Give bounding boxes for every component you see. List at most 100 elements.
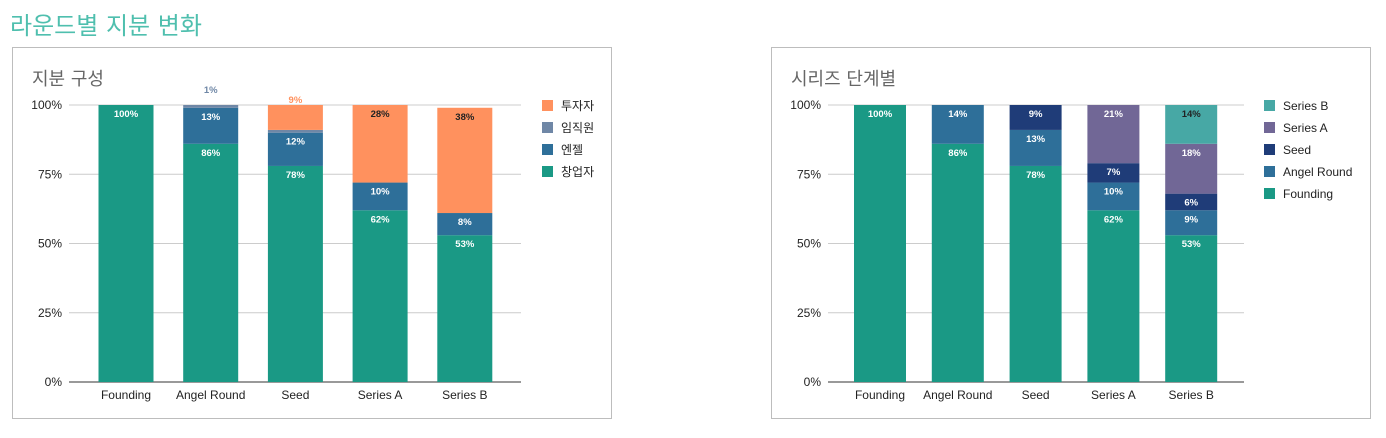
legend-swatch [1264,188,1275,199]
y-tick-label: 75% [797,167,821,181]
legend-swatch [1264,166,1275,177]
legend-swatch [542,122,553,133]
chart-title: 지분 구성 [32,69,104,90]
legend-label: 엔젤 [561,143,583,157]
bar-segment [1087,210,1140,382]
data-label: 9% [289,95,303,106]
y-tick-label: 100% [790,98,821,112]
data-label: 6% [1184,198,1198,209]
x-tick-label: Series A [358,388,403,402]
bar-segment [183,107,239,144]
data-label: 14% [948,109,968,120]
bar-segment [183,105,239,108]
data-label: 78% [1026,170,1046,181]
legend-label: 임직원 [561,121,594,135]
legend-swatch [542,100,553,111]
data-label: 9% [1029,109,1043,120]
bar-segment [1087,105,1140,164]
legend-swatch [542,144,553,155]
data-label: 100% [114,109,139,120]
data-label: 53% [1182,239,1202,250]
x-tick-label: Angel Round [176,388,245,402]
chart-panel-equity: 지분 구성 0% 25% 50% 75% 100% Founding 100% Angel R… [12,47,612,419]
y-tick-label: 25% [797,306,821,320]
bar-segment [267,132,323,166]
bar-segment [437,235,493,382]
data-label: 7% [1107,167,1121,178]
bar-segment [1165,143,1218,194]
y-tick-label: 100% [31,98,62,112]
legend-label: Seed [1283,143,1311,157]
bar-segment [352,210,408,382]
data-label: 28% [371,109,391,120]
y-tick-label: 50% [38,237,62,251]
data-label: 62% [371,214,391,225]
legend-label: Angel Round [1283,165,1352,179]
chart-svg: 0% 25% 50% 75% 100% Founding 100% Angel Round 86… [790,98,1352,402]
data-label: 18% [1182,148,1202,159]
data-label: 14% [1182,109,1202,120]
page-title: 라운드별 지분 변화 [10,12,202,40]
y-tick-label: 50% [797,237,821,251]
bar-segment [437,213,493,236]
x-tick-label: Angel Round [923,388,992,402]
bar-segment [1009,105,1062,130]
bar-segment [267,165,323,382]
bar-segment [1009,165,1062,382]
data-label: 12% [286,137,306,148]
y-tick-label: 25% [38,306,62,320]
bar-segment [1165,235,1218,382]
chart-panel-series: 시리즈 단계별 0% 25% 50% 75% 100% Founding 100% Angel… [771,47,1371,419]
data-label: 100% [868,109,893,120]
data-label: 62% [1104,214,1124,225]
x-tick-label: Founding [101,388,151,402]
data-label: 10% [1104,187,1124,198]
y-tick-label: 0% [45,375,63,389]
x-tick-label: Series A [1091,388,1136,402]
bar-segment [98,105,154,382]
data-label: 8% [458,217,472,228]
chart-title: 시리즈 단계별 [791,69,897,90]
data-label: 1% [204,85,218,96]
bar-segment [267,105,323,130]
data-label: 13% [201,112,221,123]
data-label: 10% [371,187,391,198]
x-tick-label: Founding [855,388,905,402]
bar-segment [1165,210,1218,236]
legend-swatch [1264,100,1275,111]
bar-segment [1087,163,1140,183]
x-tick-label: Series B [442,388,487,402]
chart-svg: 0% 25% 50% 75% 100% Founding 100% Angel Round 86… [31,85,594,402]
y-tick-label: 75% [38,167,62,181]
bar-segment [1165,105,1218,144]
bar-segment [437,107,493,214]
y-tick-label: 0% [804,375,822,389]
legend-swatch [542,166,553,177]
legend-swatch [1264,122,1275,133]
data-label: 13% [1026,134,1046,145]
legend-label: 창업자 [561,165,594,179]
data-label: 86% [948,148,968,159]
data-label: 53% [455,239,475,250]
bar-segment [352,182,408,211]
x-tick-label: Seed [281,388,309,402]
data-label: 9% [1184,214,1198,225]
legend-label: Series A [1283,121,1328,135]
data-label: 78% [286,170,306,181]
legend-label: Founding [1283,187,1333,201]
bar-segment [854,105,906,382]
data-label: 38% [455,112,475,123]
bar-segment [267,129,323,133]
legend-label: 투자자 [561,99,594,113]
legend-label: Series B [1283,99,1328,113]
x-tick-label: Series B [1169,388,1214,402]
bar-segment [183,143,239,382]
bar-segment [1165,193,1218,211]
bar-segment [931,105,984,144]
bar-segment [1087,182,1140,211]
x-tick-label: Seed [1022,388,1050,402]
data-label: 86% [201,148,221,159]
legend-swatch [1264,144,1275,155]
bar-segment [352,105,408,183]
bar-segment [1009,129,1062,166]
